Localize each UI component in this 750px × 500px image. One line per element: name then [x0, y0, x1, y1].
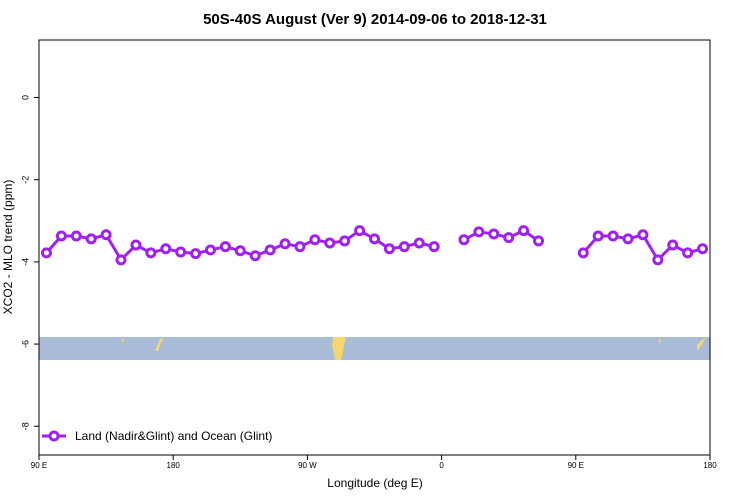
data-point: [428, 241, 440, 253]
data-point: [383, 243, 395, 255]
y-tick-label: 0: [20, 95, 30, 100]
data-point: [309, 234, 321, 246]
data-point: [339, 235, 351, 247]
data-point: [55, 230, 67, 242]
data-point: [160, 243, 172, 255]
data-point: [458, 234, 470, 246]
data-point: [398, 241, 410, 253]
data-point: [473, 226, 485, 238]
x-tick-label: 180: [703, 461, 717, 470]
map-strip: [39, 337, 710, 360]
legend: Land (Nadir&Glint) and Ocean (Glint): [42, 429, 272, 443]
x-axis-label: Longitude (deg E): [327, 476, 422, 490]
data-point: [652, 254, 664, 266]
data-point: [607, 230, 619, 242]
legend-marker: [48, 430, 60, 442]
x-tick-label: 0: [439, 461, 444, 470]
y-tick-label: -8: [20, 422, 30, 430]
data-point: [264, 244, 276, 256]
y-tick-label: -6: [20, 340, 30, 348]
chart-title: 50S-40S August (Ver 9) 2014-09-06 to 201…: [203, 11, 547, 28]
data-point: [190, 248, 202, 260]
data-point: [324, 237, 336, 249]
data-point: [294, 241, 306, 253]
x-tick-label: 90 E: [31, 461, 47, 470]
data-point: [488, 228, 500, 240]
data-point: [100, 229, 112, 241]
data-point: [145, 247, 157, 259]
data-point: [697, 243, 709, 255]
data-point: [533, 235, 545, 247]
data-point: [369, 233, 380, 245]
data-point: [249, 250, 261, 262]
data-point: [622, 233, 634, 245]
x-tick-label: 90 W: [298, 461, 317, 470]
data-point: [503, 232, 515, 244]
data-point: [130, 239, 142, 251]
data-point: [413, 237, 425, 249]
data-point: [70, 230, 82, 242]
y-tick-label: -2: [20, 176, 30, 184]
data-point: [577, 247, 589, 259]
data-point: [592, 230, 604, 242]
x-tick-label: 90 E: [568, 461, 584, 470]
y-axis-label: XCO2 - MLO trend (ppm): [1, 180, 15, 315]
x-tick-label: 180: [167, 461, 181, 470]
data-point: [637, 229, 649, 241]
data-point: [682, 247, 694, 259]
data-point: [518, 225, 530, 237]
data-point: [279, 238, 291, 250]
data-point: [354, 225, 366, 237]
y-tick-label: -4: [20, 258, 30, 266]
plot-frame: [38, 39, 711, 456]
data-point: [667, 239, 679, 251]
data-point: [175, 246, 187, 258]
data-point: [85, 233, 97, 245]
data-point: [115, 254, 127, 266]
data-point: [219, 241, 231, 253]
data-point: [40, 247, 52, 259]
data-point: [204, 244, 216, 256]
data-point: [234, 245, 246, 257]
legend-label: Land (Nadir&Glint) and Ocean (Glint): [75, 429, 272, 443]
